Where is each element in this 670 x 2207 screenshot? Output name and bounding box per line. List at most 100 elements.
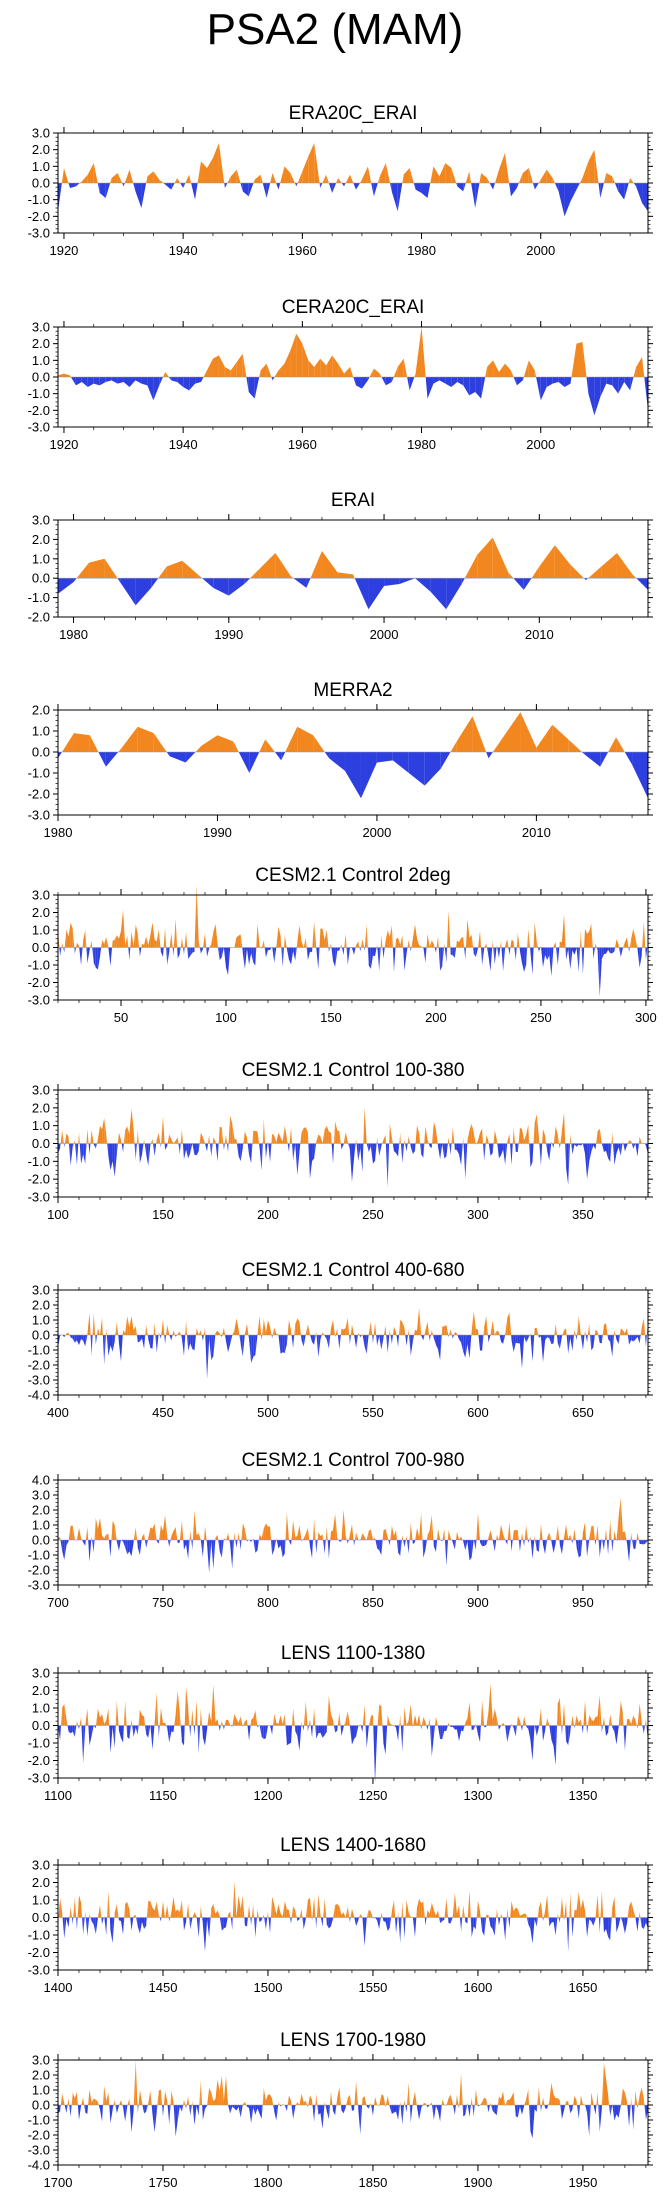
area-segment bbox=[511, 1540, 513, 1552]
area-segment bbox=[403, 358, 408, 377]
area-segment bbox=[151, 2105, 153, 2115]
area-segment bbox=[114, 935, 117, 948]
area-segment bbox=[68, 1725, 71, 1734]
area-segment bbox=[487, 360, 494, 377]
area-segment bbox=[536, 724, 553, 752]
area-segment bbox=[623, 1725, 625, 1751]
area-segment bbox=[560, 2105, 562, 2120]
area-segment bbox=[297, 171, 303, 183]
area-segment bbox=[396, 1335, 399, 1347]
area-segment bbox=[363, 947, 365, 951]
area-segment bbox=[271, 1335, 273, 1339]
area-segment bbox=[103, 2085, 105, 2105]
area-segment bbox=[156, 1132, 159, 1144]
area-segment bbox=[144, 1917, 147, 1930]
area-segment bbox=[633, 1909, 636, 1918]
area-segment bbox=[325, 1526, 327, 1540]
area-segment bbox=[591, 1525, 594, 1540]
area-segment bbox=[473, 1917, 476, 1930]
area-segment bbox=[339, 1131, 341, 1144]
area-segment bbox=[629, 1335, 632, 1345]
area-segment bbox=[171, 183, 175, 190]
area-segment bbox=[135, 1526, 138, 1540]
area-segment bbox=[100, 1317, 103, 1335]
area-segment bbox=[376, 1137, 378, 1144]
area-segment bbox=[493, 183, 496, 190]
area-segment bbox=[581, 947, 583, 975]
area-segment bbox=[265, 1143, 268, 1159]
area-segment bbox=[222, 1327, 224, 1335]
area-segment bbox=[243, 1131, 245, 1144]
area-segment bbox=[595, 1716, 598, 1726]
area-segment bbox=[376, 944, 378, 948]
area-segment bbox=[294, 1324, 296, 1335]
area-segment bbox=[538, 2087, 541, 2105]
area-segment bbox=[254, 1917, 256, 1938]
area-segment bbox=[481, 173, 488, 183]
area-segment bbox=[477, 1132, 481, 1144]
area-segment bbox=[372, 947, 376, 957]
area-segment bbox=[297, 1525, 300, 1540]
area-segment bbox=[414, 1143, 416, 1151]
area-segment bbox=[414, 2091, 417, 2105]
area-segment bbox=[315, 2093, 317, 2105]
area-segment bbox=[396, 2105, 399, 2120]
area-segment bbox=[224, 183, 225, 188]
area-segment bbox=[192, 2105, 195, 2126]
area-segment bbox=[377, 1704, 380, 1726]
panel-2: CERA20C_ERAI3.02.01.00.0-1.0-2.0-3.01920… bbox=[28, 297, 653, 452]
area-segment bbox=[391, 1525, 394, 1540]
area-segment bbox=[405, 1143, 407, 1152]
area-segment bbox=[343, 1509, 346, 1540]
area-segment bbox=[414, 1714, 418, 1726]
y-tick-label: -2.0 bbox=[28, 1945, 50, 1960]
area-segment bbox=[574, 1909, 577, 1918]
area-segment bbox=[95, 2099, 98, 2105]
area-segment bbox=[542, 1129, 544, 1144]
area-segment bbox=[593, 1717, 596, 1726]
area-segment bbox=[438, 1910, 440, 1918]
area-segment bbox=[61, 733, 74, 752]
y-tick-label: 3.0 bbox=[32, 2053, 50, 2068]
area-segment bbox=[64, 1335, 66, 1338]
area-segment bbox=[610, 1917, 612, 1941]
area-segment bbox=[330, 1319, 334, 1335]
area-segment bbox=[383, 947, 385, 959]
area-segment bbox=[228, 947, 231, 975]
area-segment bbox=[105, 183, 111, 198]
area-segment bbox=[463, 1540, 466, 1551]
x-tick-label: 1990 bbox=[214, 627, 243, 642]
area-segment bbox=[108, 1890, 110, 1918]
area-segment bbox=[534, 370, 537, 377]
area-segment bbox=[165, 183, 172, 190]
area-segment bbox=[300, 1335, 302, 1341]
area-segment bbox=[528, 1335, 530, 1339]
area-segment bbox=[123, 1701, 126, 1726]
area-segment bbox=[518, 173, 523, 183]
area-segment bbox=[360, 1335, 362, 1338]
area-segment bbox=[120, 909, 124, 948]
area-segment bbox=[167, 1540, 170, 1548]
area-segment bbox=[602, 1716, 604, 1726]
area-segment bbox=[389, 1722, 392, 1726]
area-segment bbox=[408, 1540, 410, 1554]
area-segment bbox=[409, 1522, 411, 1540]
area-segment bbox=[488, 752, 493, 759]
area-segment bbox=[576, 1540, 579, 1558]
area-segment bbox=[482, 2097, 485, 2105]
area-segment bbox=[183, 183, 186, 188]
area-segment bbox=[66, 2105, 68, 2113]
area-segment bbox=[73, 733, 90, 752]
area-segment bbox=[404, 1917, 406, 1939]
area-segment bbox=[368, 578, 385, 610]
area-segment bbox=[68, 1332, 70, 1335]
area-segment bbox=[627, 937, 629, 948]
area-segment bbox=[267, 2094, 271, 2105]
area-segment bbox=[503, 1335, 506, 1344]
area-segment bbox=[230, 1917, 233, 1930]
area-segment bbox=[115, 1700, 117, 1726]
area-segment bbox=[207, 1335, 210, 1379]
area-segment bbox=[532, 2105, 535, 2139]
